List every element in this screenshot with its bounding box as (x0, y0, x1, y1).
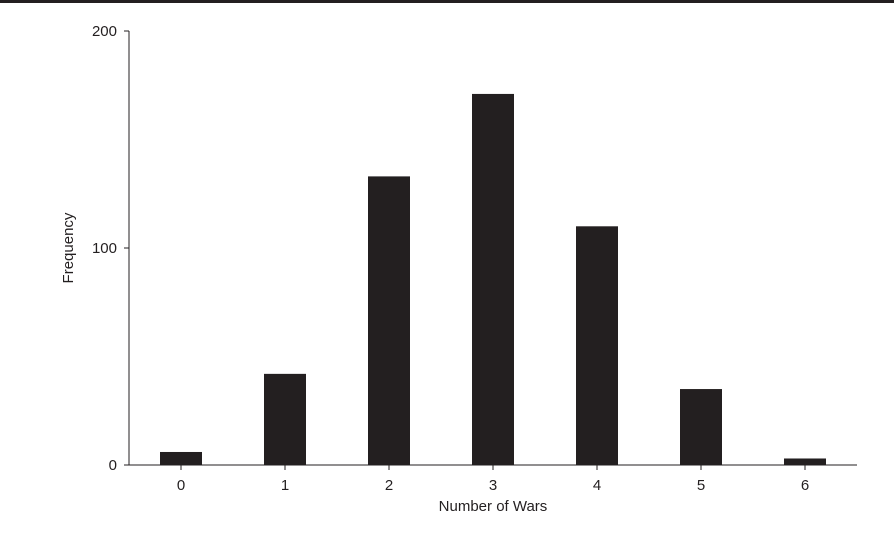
y-ticks-group: 0 100 200 (92, 23, 129, 474)
bars-group (160, 93, 826, 466)
bar-4 (576, 226, 618, 465)
x-tick-label: 6 (801, 477, 809, 494)
x-tick-label: 0 (177, 477, 185, 494)
y-tick-label: 100 (92, 240, 117, 257)
x-ticks-group: 0 1 2 3 4 5 6 (177, 465, 809, 494)
x-tick-label: 5 (697, 477, 705, 494)
bar-6 (784, 458, 826, 465)
x-tick-label: 1 (281, 477, 289, 494)
bar-1 (264, 373, 306, 465)
y-tick-label: 0 (109, 457, 117, 474)
bar-0 (160, 451, 202, 465)
x-tick-label: 3 (489, 477, 497, 494)
bar-5 (680, 389, 722, 465)
x-axis-label: Number of Wars (439, 498, 548, 515)
x-tick-label: 4 (593, 477, 601, 494)
y-tick-label: 200 (92, 23, 117, 40)
y-axis-label: Frequency (60, 212, 77, 283)
bar-2 (368, 176, 410, 465)
top-rule (0, 0, 894, 3)
bar-3 (472, 93, 514, 466)
x-tick-label: 2 (385, 477, 393, 494)
